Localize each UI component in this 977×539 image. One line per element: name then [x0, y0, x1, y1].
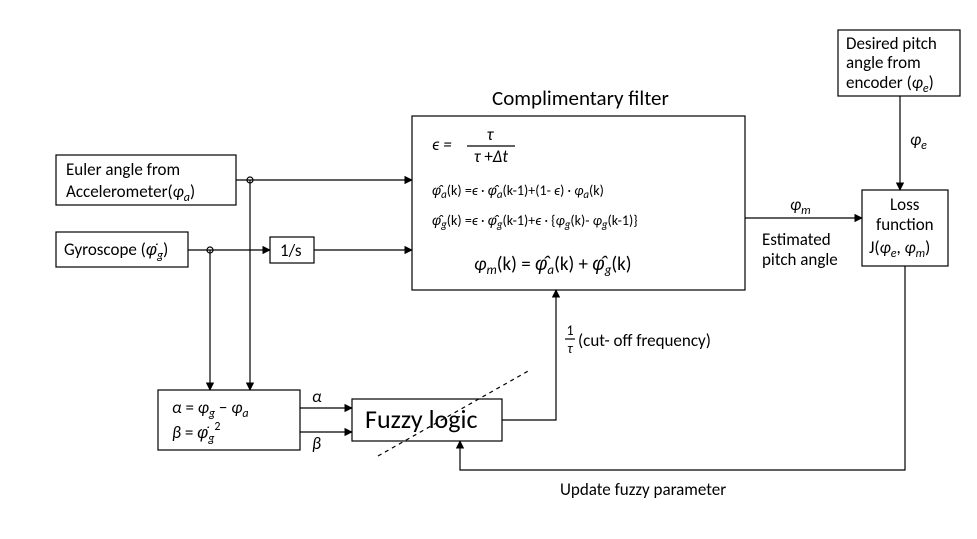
eps-lhs: ϵ = — [432, 134, 452, 155]
phi-g-eq: φ̂g(k) =ϵ · φ̂g(k-1)+ϵ · {φg(k)- φg(k-1)… — [432, 212, 638, 231]
edge-fuzzy-filter — [502, 290, 556, 420]
euler-line2: Accelerometer(φa) — [66, 181, 195, 205]
loss-l2: function — [876, 214, 934, 235]
encoder-l3: encoder (φe) — [846, 72, 934, 96]
est-l2: pitch angle — [762, 249, 838, 270]
phi-e-edge: φe — [910, 129, 927, 153]
euler-box: Euler angle from Accelerometer(φa) — [56, 155, 236, 205]
eps-den: τ +Δt — [474, 146, 509, 167]
gyro-box: Gyroscope (φ̇g) — [56, 232, 188, 267]
gyro-text: Gyroscope (φ̇g) — [64, 239, 168, 263]
update-fuzzy-label: Update fuzzy parameter — [560, 479, 726, 500]
fuzzy-box: Fuzzy logic — [352, 399, 502, 441]
filter-box: ϵ = τ τ +Δt φ̂a(k) =ϵ · φ̂a(k-1)+(1- ϵ) … — [412, 116, 745, 290]
loss-box: Loss function J(φe, φm) — [862, 190, 948, 266]
cutoff-text: (cut- off frequency) — [578, 330, 711, 351]
filter-title: Complimentary filter — [492, 85, 669, 111]
diagram-canvas: Euler angle from Accelerometer(φa) Gyros… — [0, 0, 977, 539]
alpha-beta-box: α = φg − φa β = φ̇g2 — [158, 390, 300, 450]
est-l1: Estimated — [762, 229, 831, 250]
beta-edge-label: β — [312, 433, 321, 454]
one-over-s-text: 1/s — [280, 240, 302, 261]
fuzzy-text: Fuzzy logic — [365, 403, 477, 435]
alpha-edge-label: α — [312, 386, 322, 407]
euler-line1: Euler angle from — [66, 159, 180, 180]
cutoff-den: τ — [567, 340, 573, 357]
loss-l1: Loss — [890, 194, 920, 215]
phi-m-edge: φm — [790, 194, 811, 218]
encoder-l1: Desired pitch — [846, 33, 937, 54]
phi-a-eq: φ̂a(k) =ϵ · φ̂a(k-1)+(1- ϵ) · φa(k) — [432, 182, 604, 201]
edge-loss-fuzzy — [460, 266, 905, 470]
cutoff-num: 1 — [566, 322, 573, 339]
one-over-s-box: 1/s — [270, 237, 314, 263]
encoder-l2: angle from — [846, 52, 921, 73]
encoder-box: Desired pitch angle from encoder (φe) — [838, 30, 960, 96]
